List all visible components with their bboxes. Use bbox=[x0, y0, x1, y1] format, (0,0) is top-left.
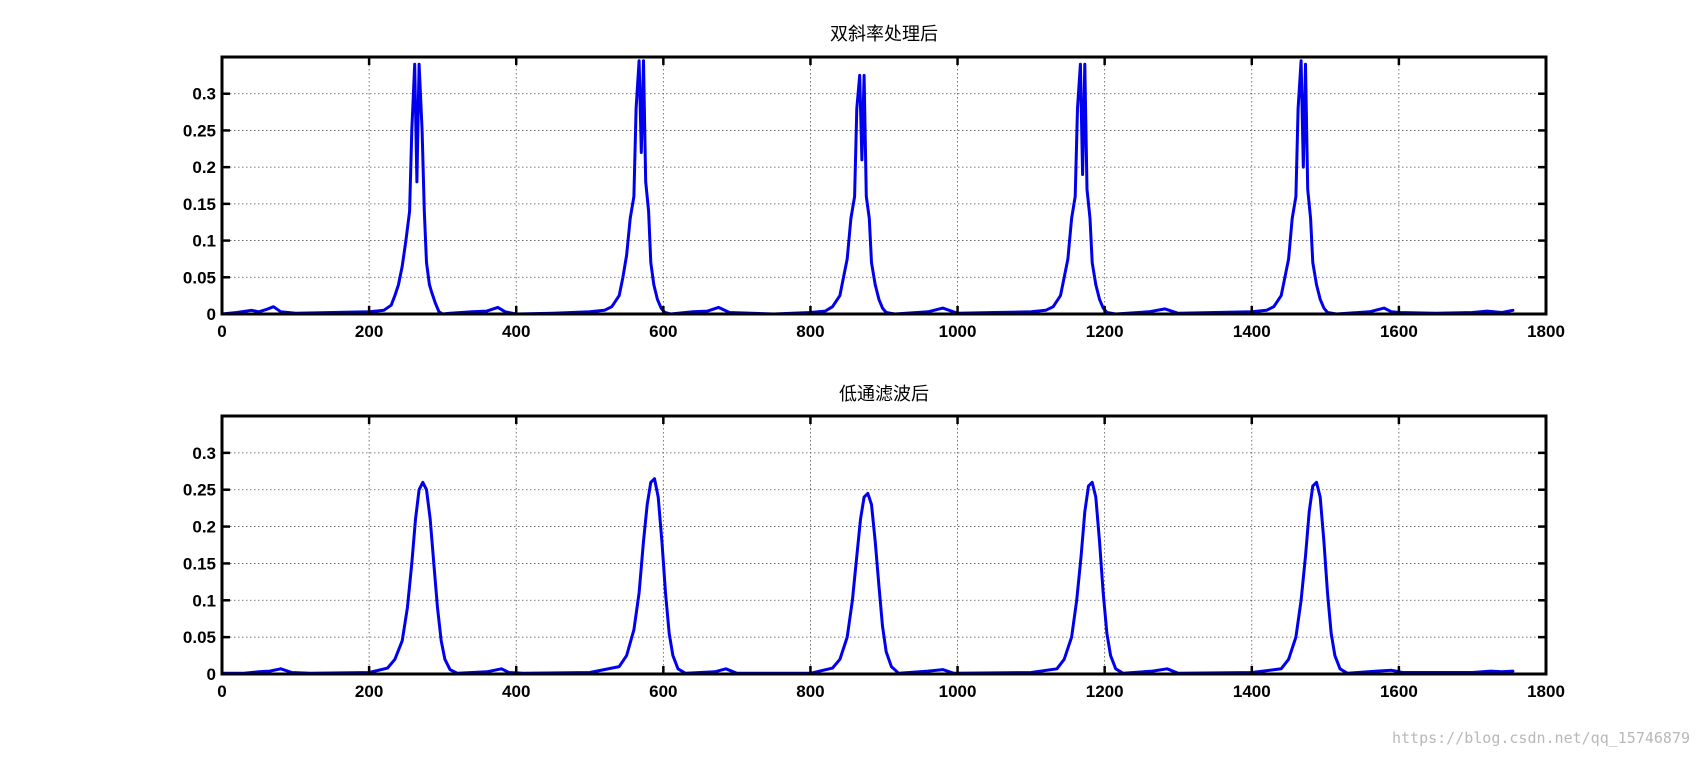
y-tick-label: 0.3 bbox=[192, 85, 216, 104]
y-tick-label: 0.25 bbox=[183, 481, 216, 500]
x-tick-label: 1000 bbox=[939, 322, 977, 341]
y-tick-label: 0.05 bbox=[183, 628, 216, 647]
x-tick-label: 200 bbox=[355, 322, 383, 341]
axes-box bbox=[220, 414, 1548, 676]
plots-container: 0 200 400 600 800 1000 1200 1400 1600 1800 0 0.05 0.… bbox=[183, 24, 1565, 701]
x-tick-label: 1200 bbox=[1086, 322, 1124, 341]
chart-title: 低通滤波后 bbox=[839, 384, 929, 405]
y-tick-label: 0.15 bbox=[183, 554, 216, 573]
chart-title: 双斜率处理后 bbox=[830, 24, 938, 45]
y-tick-label: 0.05 bbox=[183, 268, 216, 287]
x-tick-label: 1400 bbox=[1233, 322, 1271, 341]
x-tick-label: 600 bbox=[649, 322, 677, 341]
x-tick-label: 1600 bbox=[1380, 682, 1418, 701]
x-tick-label: 1600 bbox=[1380, 322, 1418, 341]
x-tick-label: 400 bbox=[502, 322, 530, 341]
x-tick-label: 200 bbox=[355, 682, 383, 701]
chart-panel-2: 0 200 400 600 800 1000 1200 1400 1600 1800 0 0.05 0.… bbox=[183, 384, 1565, 701]
y-tick-label: 0.1 bbox=[192, 591, 216, 610]
x-tick-label: 1800 bbox=[1527, 322, 1565, 341]
x-tick-label: 1000 bbox=[939, 682, 977, 701]
x-tick-label: 600 bbox=[649, 682, 677, 701]
y-tick-label: 0.15 bbox=[183, 195, 216, 214]
y-tick-label: 0.2 bbox=[192, 518, 216, 537]
x-tick-label: 1200 bbox=[1086, 682, 1124, 701]
x-tick-label: 800 bbox=[796, 322, 824, 341]
y-tick-label: 0.2 bbox=[192, 158, 216, 177]
chart-panel-1: 0 200 400 600 800 1000 1200 1400 1600 1800 0 0.05 0.… bbox=[183, 24, 1565, 341]
y-tick-label: 0 bbox=[207, 305, 216, 324]
x-tick-label: 1400 bbox=[1233, 682, 1271, 701]
watermark-text: https://blog.csdn.net/qq_15746879 bbox=[1392, 729, 1690, 747]
axes-box bbox=[220, 55, 1548, 316]
y-tick-label: 0.1 bbox=[192, 232, 216, 251]
x-tick-label: 0 bbox=[217, 322, 226, 341]
x-tick-label: 1800 bbox=[1527, 682, 1565, 701]
x-tick-label: 400 bbox=[502, 682, 530, 701]
data-line-series-1 bbox=[220, 59, 1515, 316]
x-tick-label: 0 bbox=[217, 682, 226, 701]
y-tick-label: 0 bbox=[207, 665, 216, 684]
y-tick-label: 0.25 bbox=[183, 121, 216, 140]
x-tick-label: 800 bbox=[796, 682, 824, 701]
data-line-series-1 bbox=[220, 477, 1515, 675]
y-tick-label: 0.3 bbox=[192, 444, 216, 463]
